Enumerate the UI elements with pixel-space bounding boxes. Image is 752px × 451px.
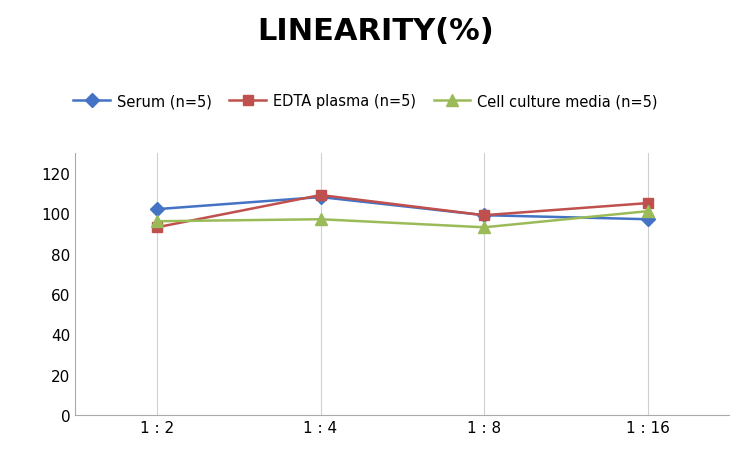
Text: LINEARITY(%): LINEARITY(%) <box>258 17 494 46</box>
Serum (n=5) <box>643 217 652 222</box>
Line: Serum (n=5): Serum (n=5) <box>152 193 653 225</box>
Cell culture media (n=5) <box>643 209 652 214</box>
Serum (n=5) <box>153 207 162 212</box>
Serum (n=5) <box>316 195 325 200</box>
EDTA plasma (n=5) <box>643 201 652 207</box>
Cell culture media (n=5) <box>480 225 489 230</box>
Line: Cell culture media (n=5): Cell culture media (n=5) <box>151 206 653 233</box>
EDTA plasma (n=5) <box>480 213 489 218</box>
Legend: Serum (n=5), EDTA plasma (n=5), Cell culture media (n=5): Serum (n=5), EDTA plasma (n=5), Cell cul… <box>68 88 664 115</box>
Cell culture media (n=5) <box>316 217 325 222</box>
EDTA plasma (n=5) <box>153 225 162 230</box>
Line: EDTA plasma (n=5): EDTA plasma (n=5) <box>152 191 653 233</box>
Serum (n=5) <box>480 213 489 218</box>
Cell culture media (n=5) <box>153 219 162 225</box>
EDTA plasma (n=5) <box>316 193 325 198</box>
